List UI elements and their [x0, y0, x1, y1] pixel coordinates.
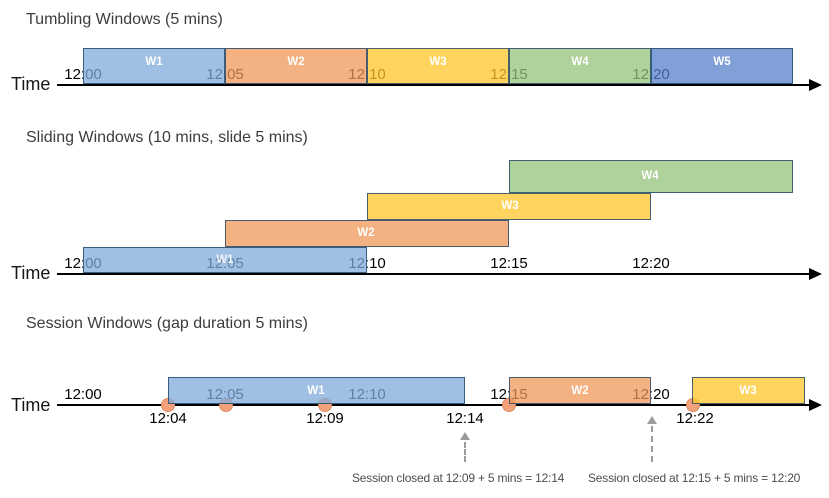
window-label: W1 [216, 254, 234, 266]
sliding-timeline [57, 273, 811, 275]
session-timeline [57, 404, 811, 406]
window-label: W4 [571, 56, 589, 68]
tumbling-window-w1 [83, 48, 225, 84]
window-label: W2 [571, 385, 589, 397]
sliding-time-axis-label: Time [11, 263, 51, 283]
tick-label: 12:20 [632, 255, 670, 272]
window-label: W3 [739, 385, 757, 397]
sliding-section-title: Sliding Windows (10 mins, slide 5 mins) [26, 129, 308, 146]
session-window-w1 [168, 377, 465, 404]
up-arrow-icon [647, 416, 657, 424]
sliding-window-w2 [225, 220, 509, 247]
up-arrow-icon [460, 432, 470, 440]
tumbling-window-w3 [367, 48, 509, 84]
tumbling-timeline [57, 84, 811, 86]
window-label: W3 [429, 56, 447, 68]
session-closed-annotation-2: Session closed at 12:15 + 5 mins = 12:20 [588, 471, 801, 485]
session-window-w2 [509, 377, 651, 404]
tick-label: 12:00 [64, 386, 102, 403]
tumbling-window-w4 [509, 48, 651, 84]
up-arrow-dashed-line [464, 442, 466, 462]
sliding-timeline-arrowhead-icon [809, 268, 822, 280]
event-tick-label: 12:22 [676, 410, 714, 427]
tumbling-time-axis-label: Time [11, 74, 51, 94]
up-arrow-dashed-line [651, 426, 653, 462]
window-label: W1 [145, 56, 163, 68]
session-section-title: Session Windows (gap duration 5 mins) [26, 315, 308, 332]
session-time-axis-label: Time [11, 395, 51, 415]
event-tick-label: 12:04 [149, 410, 187, 427]
tick-label: 12:15 [490, 255, 528, 272]
window-label: W1 [307, 385, 325, 397]
event-tick-label: 12:14 [446, 410, 484, 427]
window-label: W4 [641, 170, 659, 182]
sliding-window-w3 [367, 193, 651, 220]
sliding-window-w4 [509, 160, 793, 193]
tumbling-window-w2 [225, 48, 367, 84]
window-label: W3 [501, 200, 519, 212]
session-timeline-arrowhead-icon [809, 399, 822, 411]
tumbling-window-w5 [651, 48, 793, 84]
window-label: W2 [357, 227, 375, 239]
window-label: W5 [713, 56, 731, 68]
event-tick-label: 12:09 [306, 410, 344, 427]
sliding-window-w1 [83, 247, 367, 273]
tumbling-timeline-arrowhead-icon [809, 79, 822, 91]
tumbling-section-title: Tumbling Windows (5 mins) [26, 11, 223, 28]
session-closed-annotation-1: Session closed at 12:09 + 5 mins = 12:14 [352, 471, 565, 485]
session-window-w3 [692, 377, 805, 404]
window-label: W2 [287, 56, 305, 68]
